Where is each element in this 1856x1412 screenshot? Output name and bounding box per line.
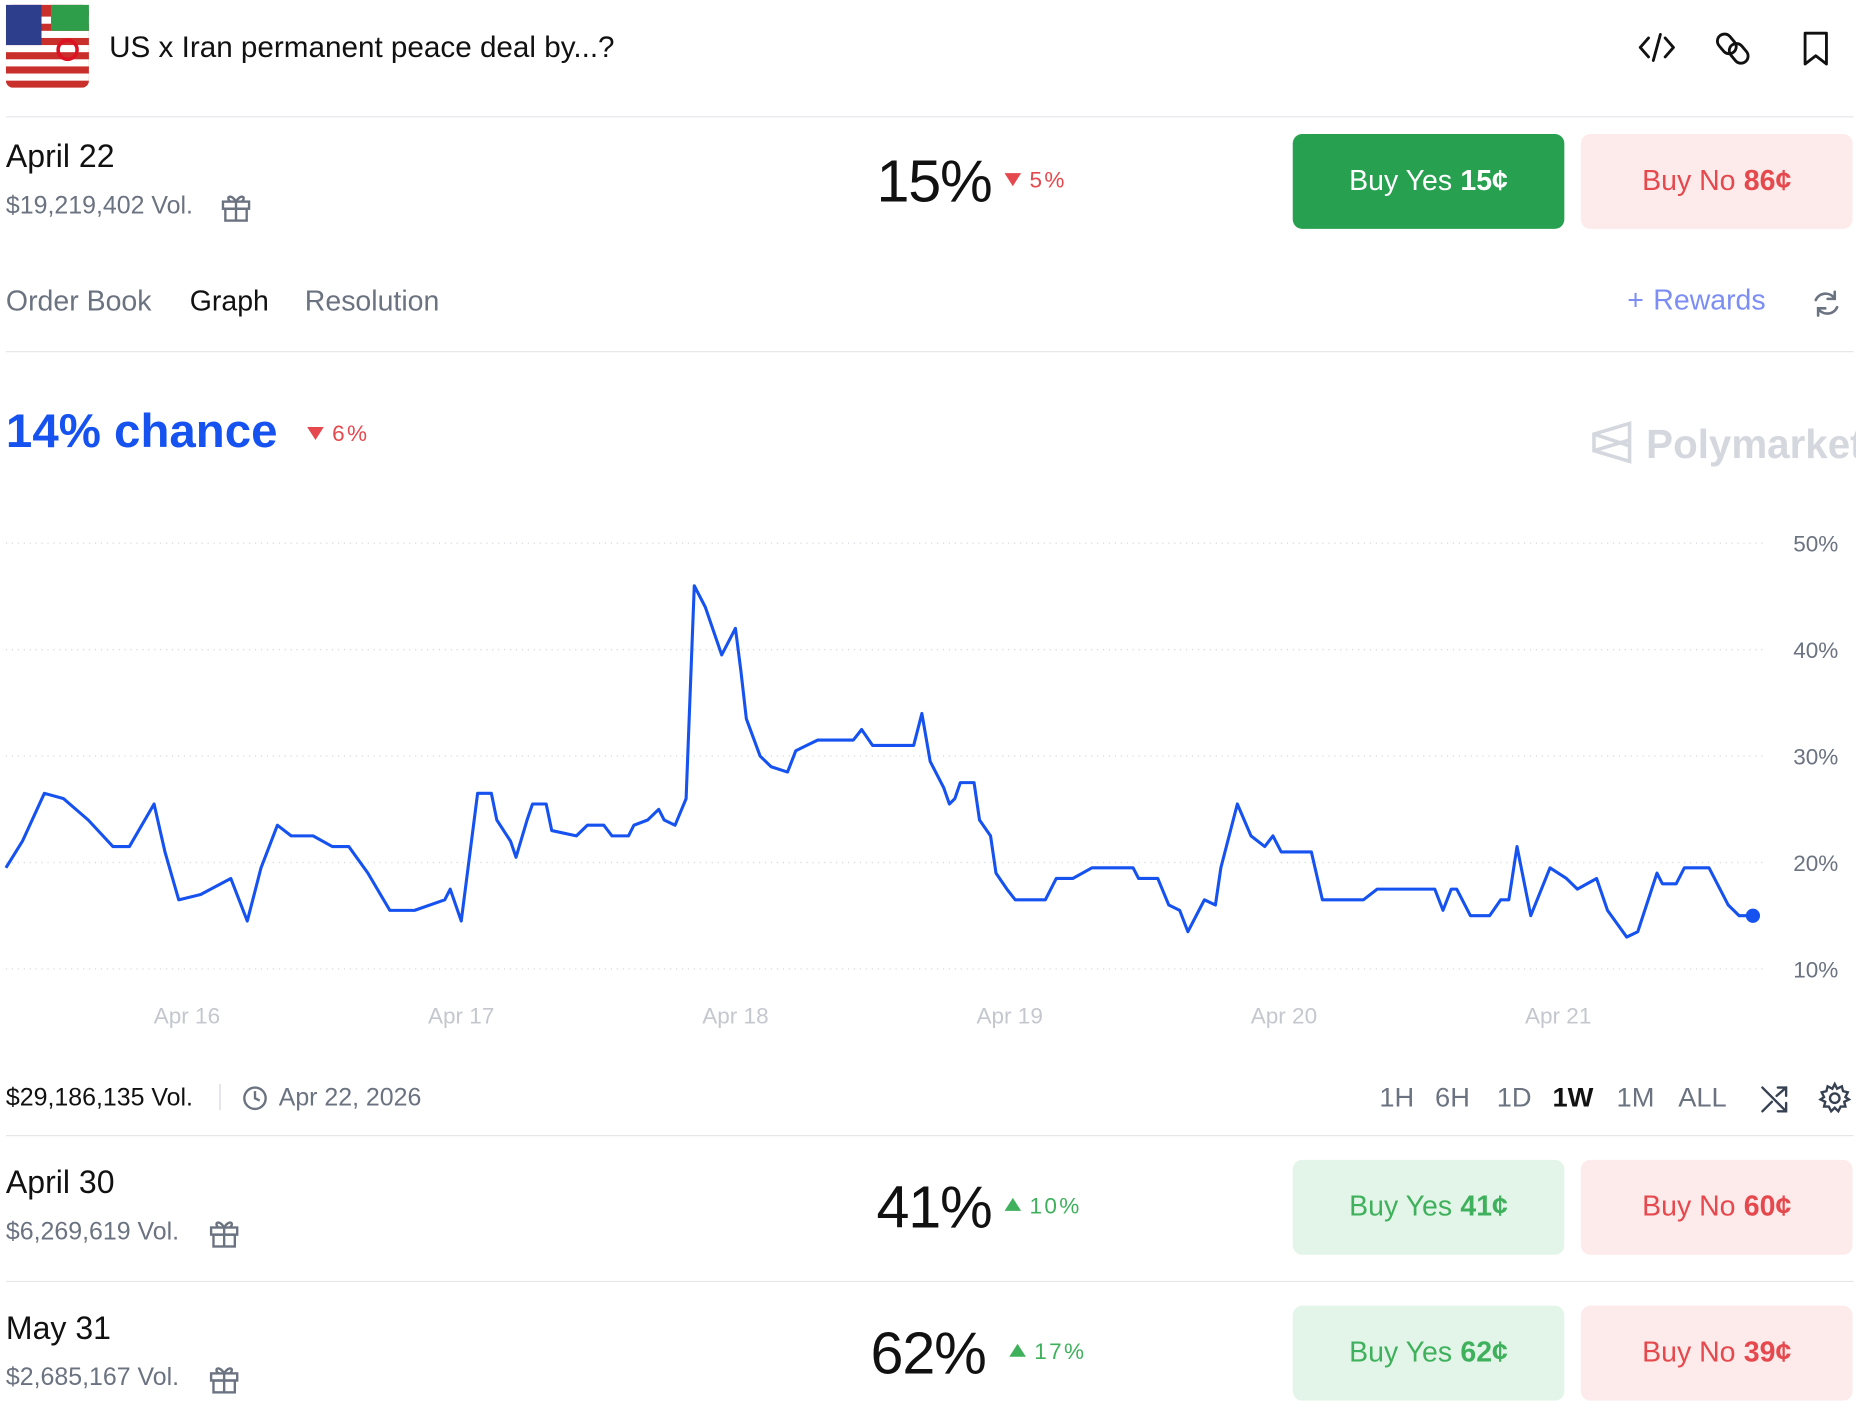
rewards-icon [209, 1221, 239, 1248]
buy-yes-label: Buy Yes [1349, 1336, 1453, 1369]
x-tick-label: Apr 18 [702, 1004, 768, 1029]
yes-price: 15¢ [1460, 164, 1508, 197]
market-change: 10% [1003, 1194, 1081, 1220]
last-point [1745, 908, 1761, 923]
range-button[interactable]: 1H [1379, 1081, 1415, 1113]
rewards-icon [209, 1367, 239, 1394]
range-button[interactable]: 6H [1435, 1081, 1470, 1113]
settings-button[interactable] [1818, 1081, 1852, 1115]
market-volume: $6,269,619 Vol. [5, 1218, 180, 1246]
y-tick-label: 40% [1793, 638, 1838, 663]
market-title: US x Iran permanent peace deal by...? [109, 30, 615, 65]
watermark-logo [1592, 421, 1632, 464]
embed-button[interactable] [1638, 32, 1675, 62]
buy-no-label: Buy No [1642, 164, 1736, 197]
market-date: April 22 [5, 138, 115, 175]
y-tick-label: 10% [1793, 957, 1838, 982]
range-button[interactable]: 1D [1496, 1081, 1532, 1113]
footer-date: Apr 22, 2026 [278, 1084, 422, 1112]
change-arrow [1009, 1343, 1026, 1357]
y-tick-label: 30% [1793, 744, 1838, 769]
market-percent: 41% [876, 1174, 992, 1241]
change-arrow [307, 426, 324, 441]
change-value: 10% [1029, 1194, 1082, 1220]
buy-yes-label: Buy Yes [1349, 1190, 1453, 1223]
bookmark-button[interactable] [1803, 31, 1828, 66]
buy-yes-button[interactable]: Buy Yes 15¢ [1292, 134, 1565, 229]
buy-no-button[interactable]: Buy No 86¢ [1580, 134, 1853, 229]
change-value: 6% [332, 422, 370, 448]
price-chart: 10% 20% 30% 40% 50% Apr 16 Apr 17 Apr 18 Apr 19 A… [4, 531, 1838, 1029]
copy-link-button[interactable] [1715, 31, 1751, 66]
buy-yes-button[interactable]: Buy Yes 41¢ [1292, 1159, 1565, 1255]
no-price: 60¢ [1743, 1190, 1792, 1223]
watermark: Polymarket [1589, 420, 1856, 469]
price-line [4, 584, 1753, 939]
rewards-label: Rewards [1653, 284, 1766, 317]
range-button[interactable]: ALL [1678, 1081, 1727, 1113]
rewards-button[interactable]: + Rewards [1627, 284, 1766, 317]
market-volume: $2,685,167 Vol. [5, 1363, 180, 1392]
rewards-icon [221, 195, 251, 222]
x-tick-label: Apr 17 [428, 1004, 494, 1029]
footer-volume: $29,186,135 Vol. [5, 1084, 193, 1112]
divider [5, 1135, 1854, 1137]
market-date: May 31 [5, 1310, 111, 1347]
buy-no-label: Buy No [1642, 1336, 1736, 1369]
change-value: 5% [1029, 168, 1067, 194]
no-price: 86¢ [1743, 164, 1792, 197]
separator [219, 1084, 221, 1111]
tab[interactable]: Graph [189, 285, 269, 318]
tab[interactable]: Resolution [304, 285, 440, 318]
market-percent: 15% [876, 148, 992, 215]
buy-yes-button[interactable]: Buy Yes 62¢ [1292, 1305, 1565, 1401]
market-percent: 62% [870, 1320, 987, 1387]
range-button[interactable]: 1W [1552, 1081, 1594, 1113]
range-button[interactable]: 1M [1616, 1081, 1655, 1113]
tab[interactable]: Order Book [5, 285, 152, 318]
divider [5, 1280, 1854, 1283]
no-price: 39¢ [1743, 1336, 1792, 1369]
change-value: 17% [1034, 1340, 1087, 1366]
x-tick-label: Apr 20 [1251, 1004, 1317, 1029]
x-tick-label: Apr 19 [977, 1004, 1043, 1029]
shuffle-button[interactable] [1760, 1083, 1791, 1114]
market-date: April 30 [5, 1164, 115, 1201]
market-volume: $19,219,402 Vol. [5, 192, 193, 220]
watermark-text: Polymarket [1646, 422, 1856, 468]
chance-change: 6% [306, 422, 369, 448]
x-tick-label: Apr 16 [154, 1004, 220, 1029]
header-actions [1638, 31, 1828, 66]
change-arrow [1004, 1197, 1022, 1211]
y-tick-label: 50% [1793, 531, 1838, 556]
x-tick-label: Apr 21 [1525, 1004, 1591, 1029]
y-tick-label: 20% [1793, 851, 1838, 876]
divider [5, 116, 1854, 118]
chance-headline: 14% chance [5, 405, 278, 458]
change-arrow [1004, 173, 1022, 187]
buy-no-label: Buy No [1642, 1190, 1736, 1223]
buy-yes-label: Buy Yes [1349, 164, 1453, 197]
yes-price: 41¢ [1460, 1190, 1508, 1223]
yes-price: 62¢ [1460, 1336, 1508, 1369]
divider [5, 351, 1854, 353]
refresh-button[interactable] [1811, 288, 1842, 319]
market-change: 17% [1008, 1340, 1086, 1366]
market-change: 5% [1003, 168, 1066, 194]
clock-icon [243, 1086, 267, 1111]
market-icon [5, 4, 89, 88]
buy-no-button[interactable]: Buy No 39¢ [1580, 1305, 1853, 1401]
buy-no-button[interactable]: Buy No 60¢ [1580, 1159, 1853, 1255]
